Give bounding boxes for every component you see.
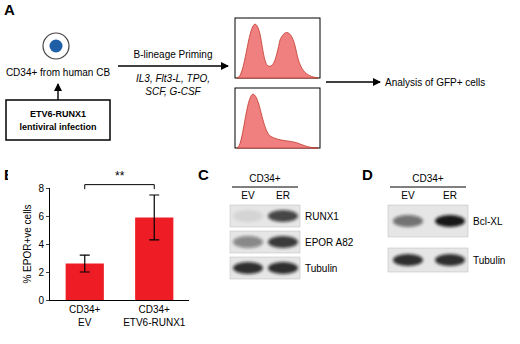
svg-text:CD34+: CD34+ — [412, 173, 444, 184]
svg-text:6: 6 — [38, 211, 44, 222]
svg-text:ER: ER — [276, 190, 290, 201]
svg-text:Tubulin: Tubulin — [305, 263, 337, 274]
svg-text:Analysis of GFP+ cells: Analysis of GFP+ cells — [385, 77, 485, 88]
svg-text:IL3, Flt3-L, TPO,: IL3, Flt3-L, TPO, — [136, 73, 210, 84]
svg-text:Bcl-XL: Bcl-XL — [473, 216, 503, 227]
svg-text:CD34+ from human CB: CD34+ from human CB — [6, 67, 111, 78]
svg-text:B-lineage Priming: B-lineage Priming — [134, 49, 213, 60]
svg-text:4: 4 — [38, 239, 44, 250]
svg-text:RUNX1: RUNX1 — [305, 211, 339, 222]
svg-text:CD34+ETV6-RUNX1: CD34+ETV6-RUNX1 — [123, 304, 186, 328]
svg-text:CD34+: CD34+ — [249, 173, 281, 184]
svg-text:**: ** — [115, 169, 125, 183]
svg-text:CD34+EV: CD34+EV — [69, 304, 101, 328]
svg-text:ER: ER — [443, 190, 457, 201]
svg-text:SCF, G-CSF: SCF, G-CSF — [145, 86, 201, 97]
svg-text:2: 2 — [38, 267, 44, 278]
svg-text:A: A — [4, 1, 15, 18]
svg-text:EPOR A82: EPOR A82 — [305, 237, 354, 248]
svg-text:% EPOR+ve cells: % EPOR+ve cells — [22, 204, 33, 283]
svg-text:8: 8 — [38, 183, 44, 194]
svg-text:B: B — [4, 166, 15, 183]
svg-text:Tubulin: Tubulin — [473, 255, 505, 266]
svg-text:C: C — [198, 166, 209, 183]
svg-text:0: 0 — [38, 295, 44, 306]
svg-text:EV: EV — [401, 190, 415, 201]
svg-text:lentiviral infection: lentiviral infection — [19, 122, 96, 132]
svg-text:ETV6-RUNX1: ETV6-RUNX1 — [30, 109, 86, 119]
svg-text:EV: EV — [241, 190, 255, 201]
svg-text:D: D — [362, 166, 373, 183]
